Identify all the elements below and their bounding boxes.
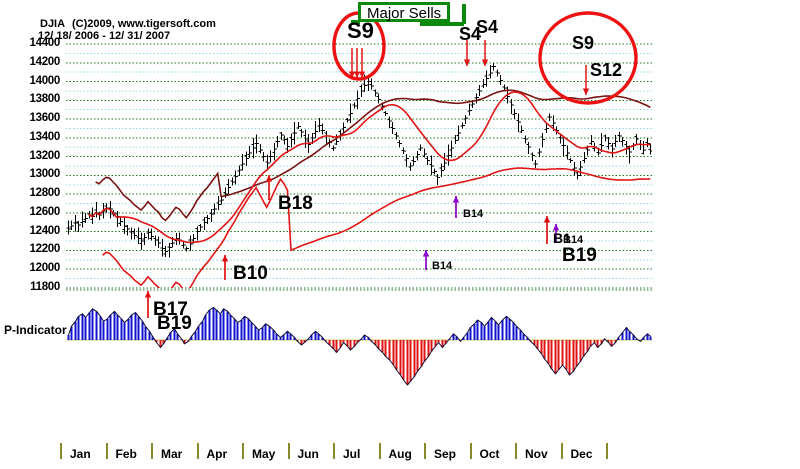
month-label-jan: Jan: [70, 447, 91, 461]
signal-label-b19-l: B19: [157, 313, 192, 334]
y-axis-tick-label: 12200: [29, 243, 61, 256]
signal-label-s12: S12: [590, 60, 623, 80]
y-axis-tick-label: 12800: [29, 187, 61, 200]
month-label-aug: Aug: [388, 447, 412, 461]
signal-label-s4-a: S4: [459, 24, 482, 44]
signal-label-b14-c: B14: [563, 234, 584, 246]
signal-label-b1-r: B1: [553, 230, 571, 246]
signal-label-b14-a: B14: [463, 208, 484, 220]
y-axis-tick-label: 13000: [29, 168, 61, 181]
signal-label-b18: B18: [278, 193, 313, 214]
chart-date-range-label: 12/ 18/ 2006 - 12/ 31/ 2007: [38, 30, 171, 42]
month-tick: [515, 443, 517, 459]
signal-label-s4-b: S4: [476, 17, 499, 37]
month-tick: [151, 443, 153, 459]
grid-lines: [66, 43, 652, 341]
y-axis-tick-label: 14200: [29, 55, 61, 68]
signal-label-b19-r: B19: [562, 245, 597, 266]
month-label-nov: Nov: [525, 447, 548, 461]
month-tick: [105, 443, 108, 459]
y-axis-tick-label: 12000: [29, 262, 61, 275]
month-tick: [333, 443, 335, 459]
signal-label-b10: B10: [233, 263, 268, 284]
month-tick: [378, 443, 381, 459]
p-indicator-label: P-Indicator: [4, 323, 67, 337]
chart-symbol-label: DJIA: [40, 18, 66, 30]
y-axis-tick-label: 13600: [29, 112, 61, 125]
month-label-jul: Jul: [343, 447, 361, 461]
major-sells-callout: Major Sells: [358, 2, 451, 22]
month-label-may: May: [252, 447, 276, 461]
month-tick: [196, 443, 199, 459]
y-axis-tick-label: 12600: [29, 205, 61, 218]
chart-copyright-label: (C)2009, www.tigersoft.com: [72, 18, 216, 30]
month-label-jun: Jun: [297, 447, 319, 461]
p-indicator-histogram: [67, 306, 652, 386]
month-label-dec: Dec: [570, 447, 593, 461]
signal-label-b14-b: B14: [432, 260, 453, 272]
month-tick: [242, 443, 244, 459]
month-tick: [424, 443, 426, 459]
month-tick: [606, 443, 608, 459]
y-axis-tick-label: 14400: [29, 37, 61, 49]
signal-label-b17: B17: [153, 299, 188, 320]
month-label-feb: Feb: [115, 447, 137, 461]
month-label-sep: Sep: [434, 447, 457, 461]
month-label-oct: Oct: [479, 447, 500, 461]
month-tick: [469, 443, 472, 459]
y-axis-tick-label: 11800: [30, 281, 60, 293]
signal-label-s9-left: S9: [347, 18, 374, 43]
y-axis-tick-label: 14000: [29, 74, 61, 87]
y-axis-tick-label: 13200: [29, 149, 61, 162]
signal-label-s9-right: S9: [572, 33, 595, 53]
y-axis-tick-label: 13800: [29, 93, 61, 106]
y-axis-tick-label: 12400: [29, 224, 61, 237]
month-tick: [287, 443, 290, 459]
month-label-apr: Apr: [206, 447, 228, 461]
month-tick: [60, 443, 62, 459]
signal-arrows: [144, 40, 590, 318]
month-tick: [560, 443, 563, 459]
moving-average-lines: [88, 89, 651, 288]
month-label-mar: Mar: [161, 447, 183, 461]
y-axis-tick-label: 13400: [29, 130, 61, 143]
